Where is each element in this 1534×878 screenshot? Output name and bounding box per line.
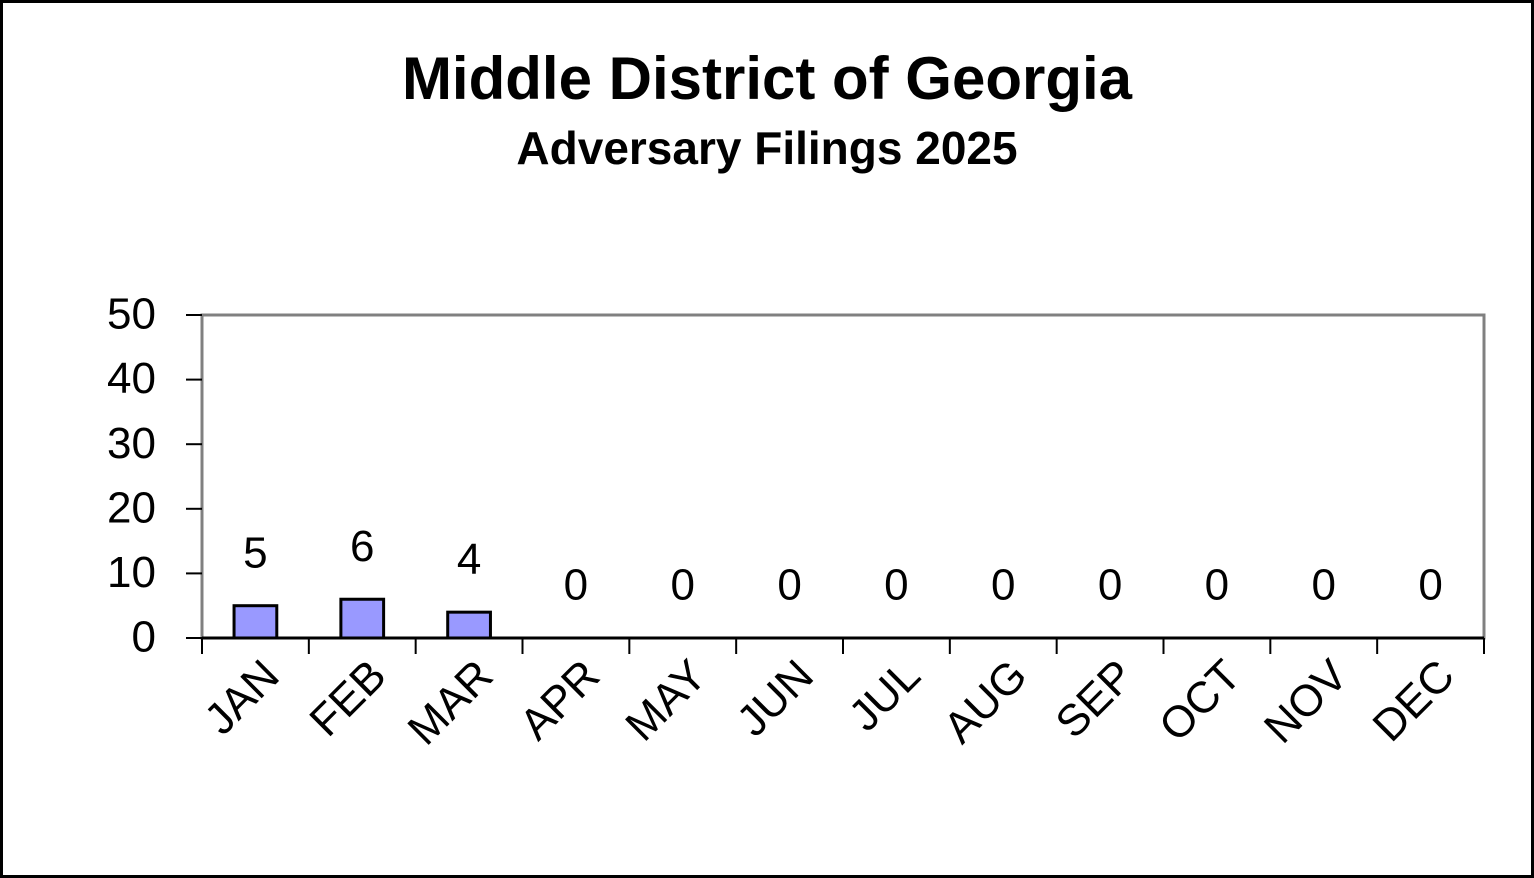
- data-label: 0: [884, 561, 908, 610]
- data-label: 0: [564, 561, 588, 610]
- y-tick-label: 20: [107, 483, 156, 532]
- data-label: 0: [1098, 561, 1122, 610]
- y-tick-label: 30: [107, 419, 156, 468]
- data-label: 5: [243, 528, 267, 577]
- y-tick-label: 10: [107, 548, 156, 597]
- bar: [446, 610, 492, 640]
- data-label: 0: [671, 561, 695, 610]
- data-label: 0: [991, 561, 1015, 610]
- y-tick-label: 40: [107, 354, 156, 403]
- chart-subtitle: Adversary Filings 2025: [516, 122, 1017, 174]
- chart-title: Middle District of Georgia: [402, 45, 1133, 112]
- bar: [339, 597, 386, 640]
- y-tick-label: 0: [132, 613, 156, 662]
- data-label: 4: [457, 535, 481, 584]
- bar: [232, 604, 279, 640]
- plot-area: [200, 313, 1486, 640]
- data-label: 0: [1312, 561, 1336, 610]
- data-label: 0: [1205, 561, 1229, 610]
- data-label: 6: [350, 522, 374, 571]
- y-tick-label: 50: [107, 290, 156, 339]
- data-label: 0: [1418, 561, 1442, 610]
- data-label: 0: [777, 561, 801, 610]
